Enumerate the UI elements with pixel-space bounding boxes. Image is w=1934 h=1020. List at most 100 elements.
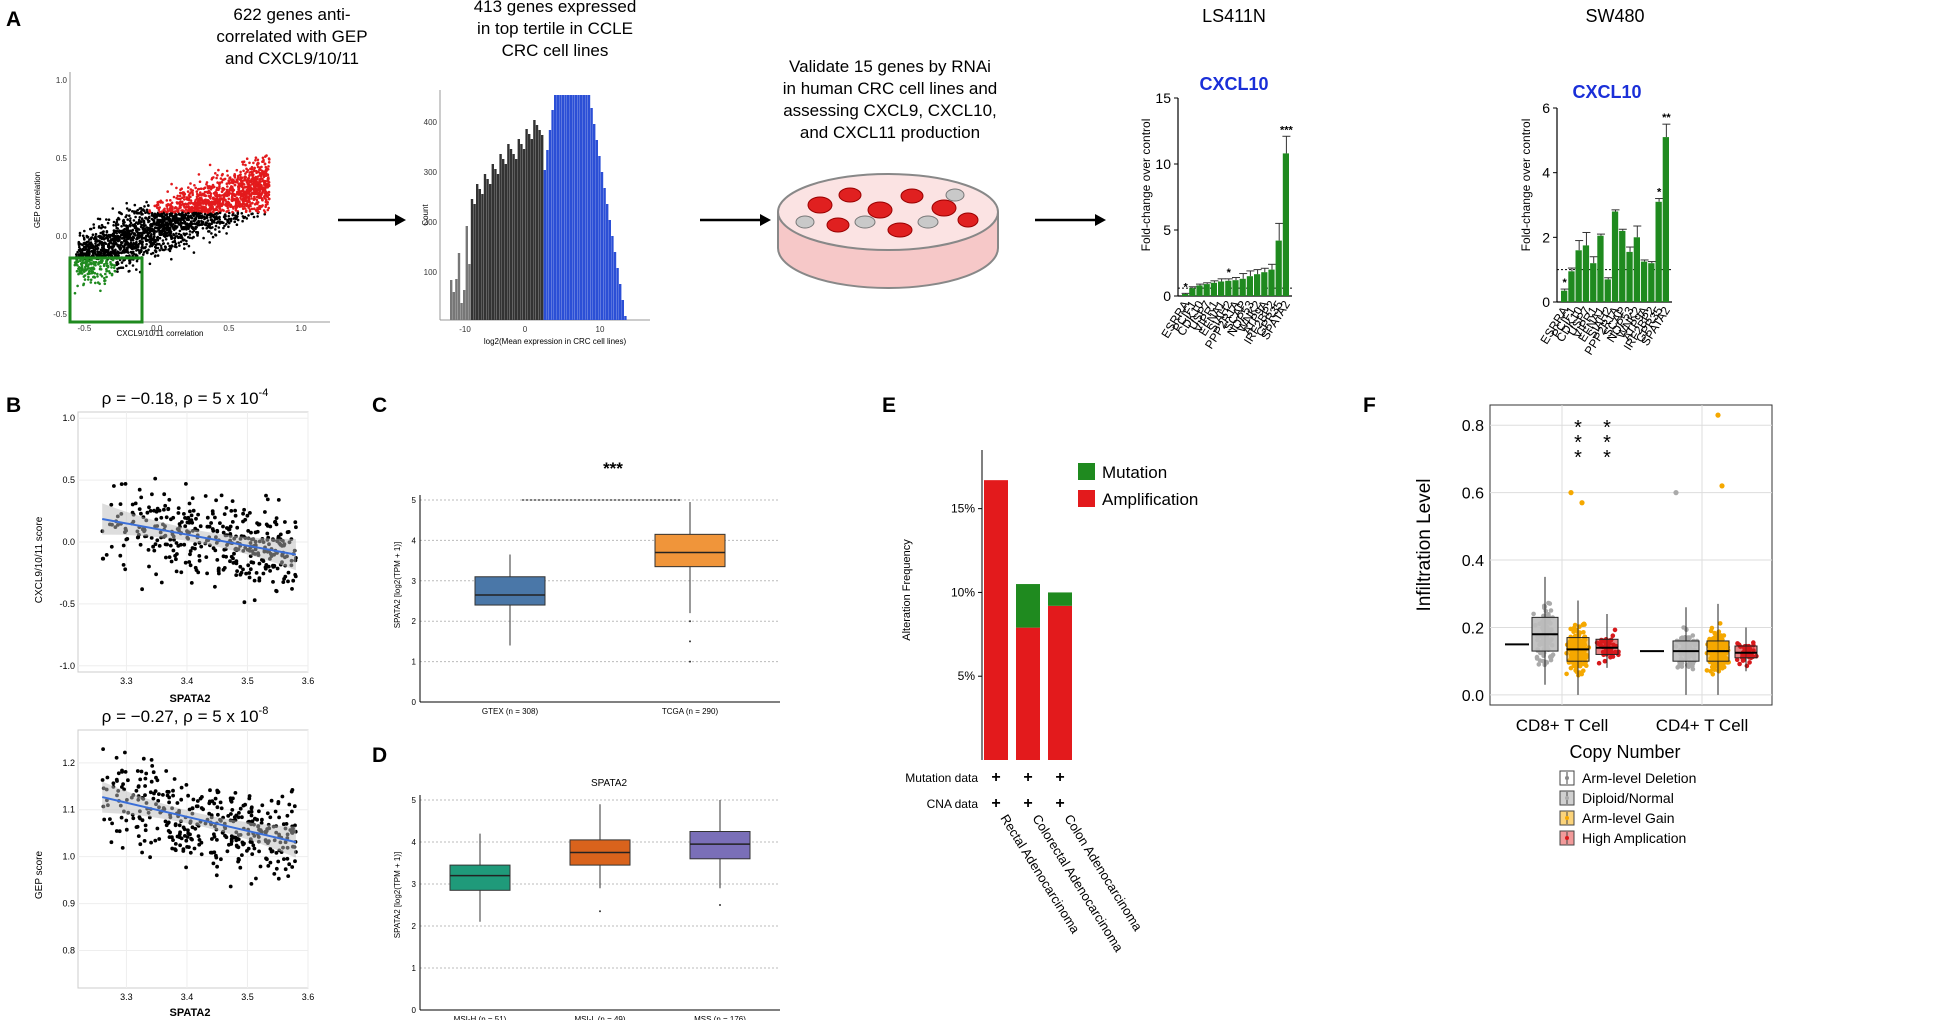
d-ytick: 5 — [412, 796, 417, 805]
gene-point — [233, 173, 236, 176]
e-amplification-bar — [1048, 605, 1072, 760]
gene-point — [135, 211, 139, 215]
gene-point — [247, 206, 250, 209]
f-ytick: 0.2 — [1462, 620, 1484, 637]
scatter-point — [215, 788, 220, 793]
scatter-point — [197, 838, 202, 842]
scatter-point — [205, 571, 210, 576]
scatter-point — [121, 563, 126, 567]
gene-point — [259, 205, 263, 209]
step2-line2: in top tertile in CCLE — [477, 19, 633, 38]
scatter-point — [157, 837, 162, 841]
gene-point — [197, 187, 201, 191]
bar-usp7 — [1582, 245, 1590, 302]
gene-point — [124, 242, 127, 245]
scatter-point — [189, 836, 194, 841]
scatter-point — [184, 865, 189, 870]
gene-point — [188, 209, 191, 213]
panel-label-b: B — [6, 394, 21, 417]
gene-point — [85, 261, 88, 265]
scatter-point — [175, 834, 180, 839]
gene-point — [113, 230, 117, 233]
gene-point — [123, 239, 126, 242]
gene-point — [131, 244, 134, 247]
gene-point — [225, 210, 228, 213]
gene-point — [88, 272, 91, 275]
legend-mutation-swatch — [1078, 463, 1095, 480]
gene-point — [227, 225, 230, 229]
panel-b-top-scatter: ρ = −0.18, ρ = 5 x 10-4 CXCL9/10/11 scor… — [34, 387, 314, 705]
gene-point — [179, 240, 183, 244]
gene-point — [149, 222, 153, 226]
scatter-point — [199, 852, 204, 857]
f-point — [1690, 633, 1696, 638]
gene-point — [156, 254, 160, 257]
gene-point — [185, 203, 188, 206]
scatter-point — [147, 505, 151, 510]
hist-bar — [593, 124, 596, 320]
hist-bar — [611, 236, 614, 320]
scatter-xtick: 3.5 — [241, 676, 254, 686]
gene-point — [253, 187, 257, 190]
hist-bar — [455, 279, 458, 320]
gene-point — [243, 199, 247, 202]
gene-point — [229, 178, 233, 182]
gene-point — [227, 197, 231, 201]
ls411n-cell-line: LS411N — [1202, 6, 1266, 26]
gene-point — [143, 250, 146, 254]
gene-point — [246, 181, 249, 185]
scatter-ytick: -0.5 — [59, 599, 75, 609]
gene-point — [164, 238, 168, 241]
d-box — [689, 831, 751, 860]
gene-point — [213, 197, 216, 201]
c-box — [474, 576, 546, 606]
gene-point — [238, 205, 241, 208]
gene-point — [163, 245, 167, 248]
gene-point — [257, 191, 261, 194]
gene-point — [166, 207, 169, 211]
gene-point — [243, 202, 246, 206]
sw480-title: CXCL10 — [1572, 82, 1641, 102]
e-ylabel: Alteration Frequency — [901, 539, 913, 641]
scatter-point — [192, 846, 197, 851]
gene-point — [187, 201, 191, 205]
scatter-point — [173, 848, 178, 853]
gene-point — [249, 204, 252, 208]
scatter-point — [234, 843, 239, 848]
gene-point — [175, 232, 178, 235]
scatter-point — [164, 769, 169, 773]
hist-bar — [543, 170, 546, 320]
e-mutation-marker: + — [991, 769, 1000, 786]
gene-point — [267, 161, 271, 164]
gene-point — [144, 237, 148, 241]
gene-point — [236, 198, 240, 202]
scatter-point — [236, 815, 241, 820]
gene-point — [136, 222, 140, 226]
gene-point — [226, 220, 230, 223]
gene-point — [240, 212, 244, 215]
hist-bar — [551, 110, 554, 320]
scatter-point — [225, 849, 230, 854]
gene-point — [222, 197, 226, 200]
f-plot-area — [1489, 404, 1773, 706]
gene-point — [208, 191, 212, 195]
gene-point — [142, 219, 146, 223]
scatter-point — [174, 541, 179, 545]
panel-label-d: D — [372, 744, 387, 767]
scatter-point — [230, 808, 235, 812]
gene-point — [228, 211, 231, 215]
gene-point — [241, 160, 244, 164]
gene-point — [129, 238, 133, 242]
gene-point — [192, 202, 196, 205]
panel-label-a: A — [6, 8, 21, 31]
scatter-point — [118, 502, 123, 506]
gene-point — [77, 267, 80, 271]
gene-point — [128, 260, 132, 263]
scatter-point — [274, 851, 279, 855]
gene-point — [135, 268, 138, 271]
scatter-point — [143, 776, 148, 781]
scatter-point — [188, 552, 192, 557]
gene-point — [223, 224, 226, 228]
gene-point — [136, 244, 140, 248]
hist-bar — [502, 159, 505, 320]
